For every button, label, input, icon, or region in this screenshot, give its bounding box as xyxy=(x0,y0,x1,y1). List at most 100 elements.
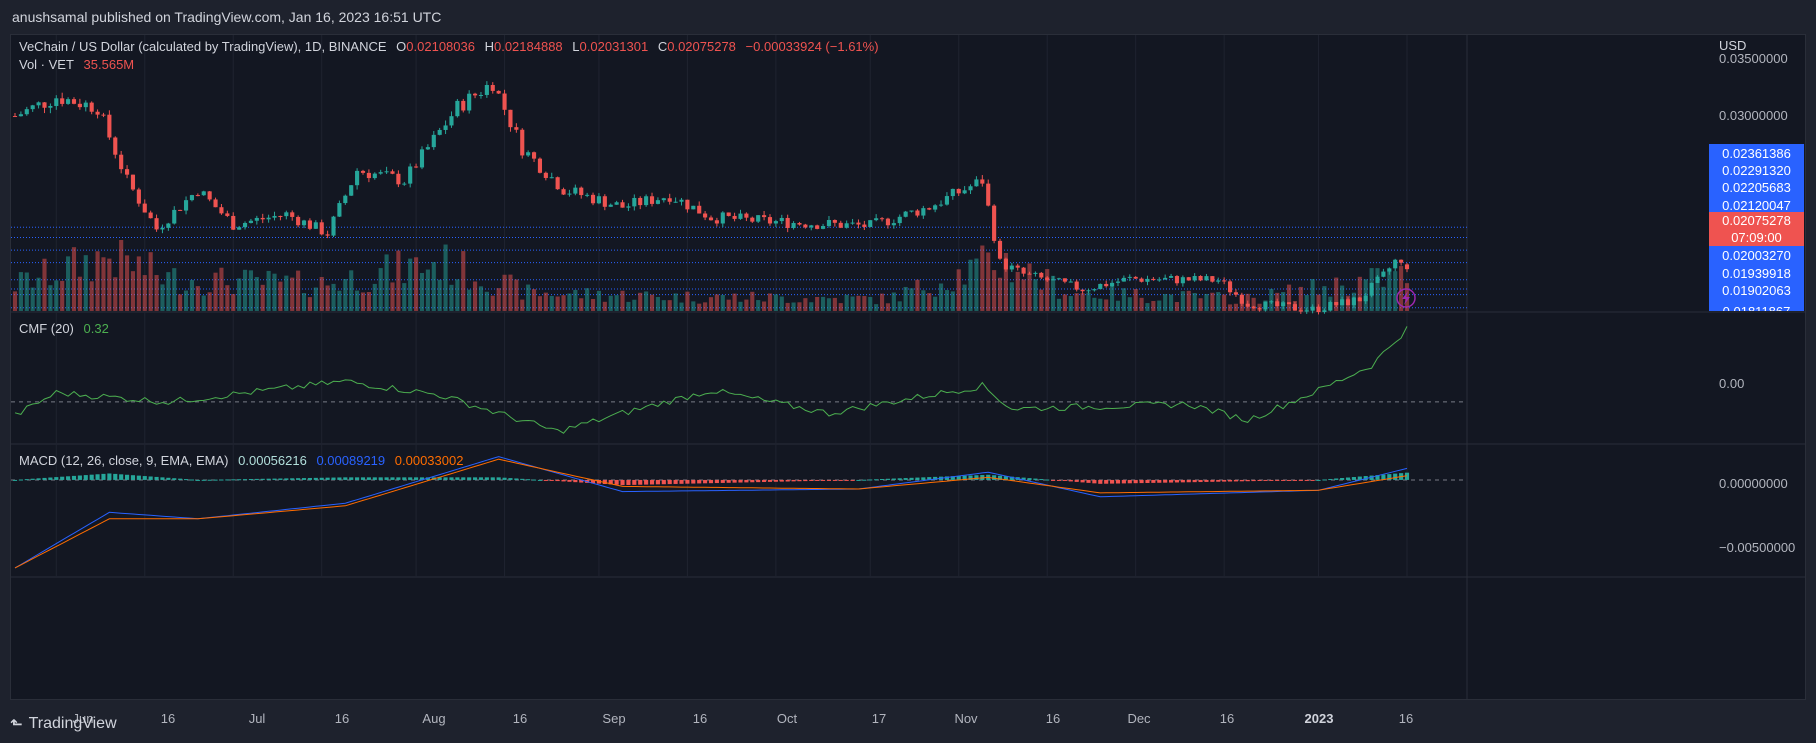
volume-bar xyxy=(950,291,955,311)
volume-bar xyxy=(1115,300,1121,311)
macd-histogram-bar xyxy=(673,479,678,484)
volume-bar xyxy=(1304,295,1309,311)
candle-body xyxy=(915,210,920,216)
candle-body xyxy=(1009,265,1014,270)
volume-bar xyxy=(844,294,849,311)
macd-histogram-bar xyxy=(183,479,189,481)
candle-body xyxy=(1393,259,1398,269)
chart-canvas[interactable] xyxy=(11,35,1805,699)
volume-bar xyxy=(402,283,407,311)
candle-body xyxy=(803,224,808,228)
cmf-label[interactable]: CMF (20) xyxy=(19,321,74,336)
macd-histogram-bar xyxy=(1292,479,1297,481)
macd-hist-value: 0.00056216 xyxy=(238,453,307,468)
macd-histogram-bar xyxy=(1198,479,1203,483)
macd-histogram-bar xyxy=(1239,479,1244,482)
volume-bar xyxy=(24,272,29,311)
volume-bar xyxy=(868,296,873,311)
symbol-name[interactable]: VeChain / US Dollar (calculated by Tradi… xyxy=(19,39,387,54)
close-label: C xyxy=(657,39,668,54)
macd-histogram-bar xyxy=(1351,477,1356,480)
candle-body xyxy=(461,100,466,111)
candle-body xyxy=(661,198,666,201)
macd-histogram-bar xyxy=(1381,474,1386,480)
candle-body xyxy=(201,191,206,196)
candle-body xyxy=(467,93,472,111)
macd-histogram-bar xyxy=(1310,479,1315,481)
volume-bar xyxy=(207,292,212,311)
macd-histogram-bar xyxy=(1340,478,1345,480)
candle-body xyxy=(655,200,660,204)
volume-bar xyxy=(378,268,383,311)
candle-body xyxy=(561,189,566,195)
macd-histogram-bar xyxy=(1110,479,1115,484)
lightning-icon[interactable] xyxy=(1396,288,1416,308)
candle-body xyxy=(573,187,578,194)
candle-body xyxy=(172,209,177,224)
candle-body xyxy=(885,218,891,226)
volume-bar xyxy=(490,295,495,311)
macd-histogram-bar xyxy=(449,477,454,480)
candle-body xyxy=(738,213,743,219)
candle-body xyxy=(1151,278,1156,280)
candle-body xyxy=(638,197,643,206)
volume-bar xyxy=(248,270,253,311)
volume-bar xyxy=(337,290,342,311)
volume-bar xyxy=(1186,290,1191,311)
volume-bar xyxy=(620,290,625,311)
volume-value: 35.565M xyxy=(83,57,135,72)
candle-body xyxy=(944,196,949,205)
candle-body xyxy=(1062,278,1067,282)
candle-body xyxy=(290,212,295,217)
macd-label[interactable]: MACD (12, 26, close, 9, EMA, EMA) xyxy=(19,453,229,468)
candle-body xyxy=(933,205,938,210)
macd-histogram-bar xyxy=(508,478,513,480)
macd-histogram-bar xyxy=(868,479,873,481)
candle-body xyxy=(767,217,773,224)
candle-body xyxy=(301,220,307,226)
candle-body xyxy=(809,225,814,228)
volume-bar xyxy=(172,268,177,311)
candle-body xyxy=(337,203,342,217)
volume-bar xyxy=(154,275,159,311)
volume-bar xyxy=(1328,296,1333,311)
candle-body xyxy=(685,199,690,210)
candle-body xyxy=(927,208,932,210)
volume-bar xyxy=(1351,292,1356,311)
candle-body xyxy=(785,217,790,228)
volume-bar xyxy=(1375,268,1380,311)
volume-bar xyxy=(42,258,47,311)
candle-body xyxy=(48,105,53,108)
macd-histogram-bar xyxy=(685,479,690,484)
candle-body xyxy=(868,220,873,227)
macd-histogram-bar xyxy=(779,479,784,482)
volume-bar xyxy=(355,290,360,311)
volume-bar xyxy=(797,302,802,311)
macd-histogram-bar xyxy=(1298,479,1303,481)
volume-bar xyxy=(1121,288,1126,311)
candle-body xyxy=(242,222,248,228)
chart-frame[interactable]: VeChain / US Dollar (calculated by Tradi… xyxy=(10,34,1806,726)
candle-body xyxy=(1139,278,1144,282)
volume-bar xyxy=(1357,276,1362,311)
volume-bar xyxy=(254,277,259,311)
macd-histogram-bar xyxy=(83,475,88,480)
candle-body xyxy=(142,203,147,213)
candle-body xyxy=(773,221,778,224)
volume-bar xyxy=(360,292,366,311)
macd-histogram-bar xyxy=(1180,479,1185,483)
volume-bar xyxy=(832,297,837,311)
volume-label[interactable]: Vol · VET xyxy=(19,57,74,72)
symbol-legend: VeChain / US Dollar (calculated by Tradi… xyxy=(19,39,885,54)
volume-bar xyxy=(679,302,684,311)
candle-body xyxy=(703,213,708,218)
level-tag: 0.02205683 xyxy=(1709,178,1804,197)
volume-bar xyxy=(166,272,171,311)
volume-bar xyxy=(113,277,118,311)
volume-bar xyxy=(1210,292,1215,311)
macd-histogram-bar xyxy=(484,477,489,480)
volume-bar xyxy=(66,256,71,311)
candle-body xyxy=(744,213,749,218)
volume-bar xyxy=(225,285,230,311)
macd-histogram-bar xyxy=(1039,479,1044,481)
